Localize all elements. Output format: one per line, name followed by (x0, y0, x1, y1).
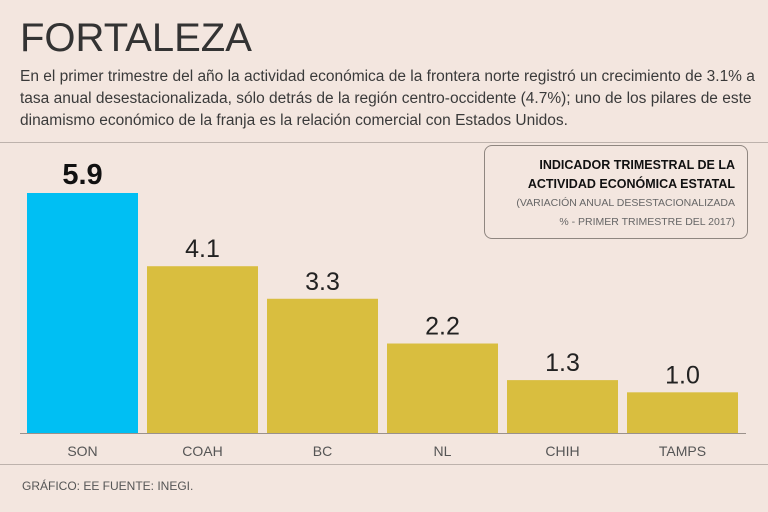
bar-tamps (627, 392, 738, 433)
data-label: 4.1 (185, 235, 220, 263)
data-label: 1.3 (545, 349, 580, 377)
bar-nl (387, 343, 498, 433)
category-label: COAH (182, 443, 222, 459)
bar-bc (267, 298, 378, 433)
page-title: FORTALEZA (20, 16, 252, 60)
bar-son (27, 193, 138, 433)
category-label: BC (313, 443, 332, 459)
data-label: 3.3 (305, 268, 340, 296)
bottom-divider (0, 464, 768, 465)
legend-box: INDICADOR TRIMESTRAL DE LA ACTIVIDAD ECO… (484, 145, 748, 239)
bar-coah (147, 266, 258, 433)
legend-title-2: ACTIVIDAD ECONÓMICA ESTATAL (527, 177, 735, 191)
legend-sub-2: % - PRIMER TRIMESTRE DEL 2017) (559, 216, 735, 228)
data-label: 2.2 (425, 313, 460, 341)
data-label: 5.9 (62, 159, 102, 191)
subtitle: En el primer trimestre del año la activi… (20, 68, 755, 129)
source-footer: GRÁFICO: EE FUENTE: INEGI. (22, 479, 194, 493)
legend-title-1: INDICADOR TRIMESTRAL DE LA (539, 158, 735, 172)
category-label: NL (434, 443, 452, 459)
category-label: TAMPS (659, 443, 706, 459)
category-label: CHIH (545, 443, 579, 459)
data-label: 1.0 (665, 361, 700, 389)
top-divider (0, 142, 768, 143)
legend-sub-1: (VARIACIÓN ANUAL DESESTACIONALIZADA (516, 197, 735, 209)
bar-chih (507, 380, 618, 433)
category-label: SON (67, 443, 97, 459)
